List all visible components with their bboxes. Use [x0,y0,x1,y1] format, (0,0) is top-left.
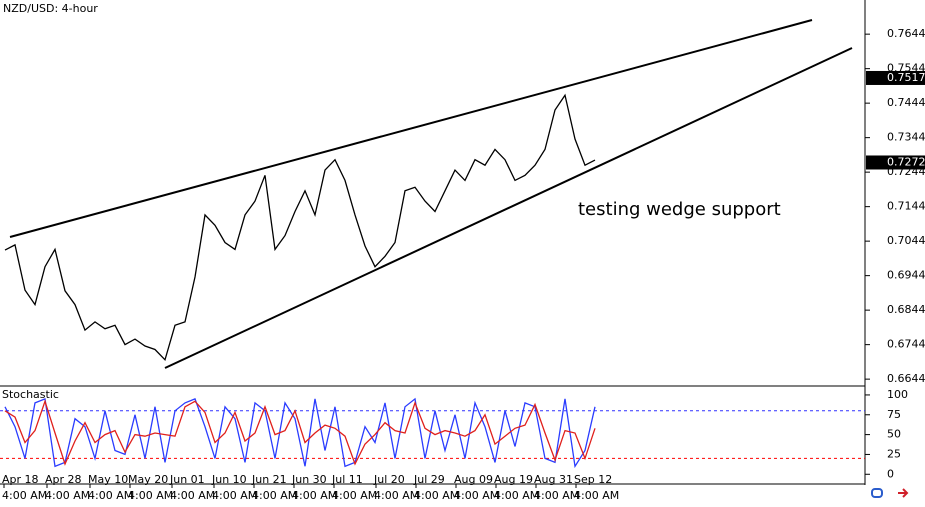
y-tick-label: 0.6944 [887,269,925,282]
x-tick-time: 4:00 AM [374,489,419,502]
x-tick-time: 4:00 AM [2,489,47,502]
y-tick-label: 0.7344 [887,131,925,144]
x-tick-time: 4:00 AM [88,489,133,502]
series-line [4,93,596,362]
trendline [9,19,813,238]
toolbar-icons[interactable] [871,488,909,498]
y-tick-label: 25 [887,447,901,460]
series-line [4,399,596,466]
x-tick-label: Jul 11 [331,473,363,486]
x-tick-time: 4:00 AM [252,489,297,502]
y-tick-label: 100 [887,388,908,401]
chart-title: NZD/USD: 4-hour [3,2,98,15]
x-tick-label: Aug 09 [454,473,493,486]
trendline [164,47,853,369]
x-tick-label: May 20 [128,473,168,486]
x-tick-time: 4:00 AM [128,489,173,502]
x-tick-label: Jun 30 [291,473,327,486]
y-tick-label: 75 [887,408,901,421]
x-tick-time: 4:00 AM [45,489,90,502]
x-tick-time: 4:00 AM [454,489,499,502]
y-tick-label: 0.6744 [887,338,925,351]
x-tick-label: Jul 29 [413,473,445,486]
x-tick-time: 4:00 AM [534,489,579,502]
y-tick-label: 0.6844 [887,303,925,316]
x-tick-label: Jun 01 [169,473,205,486]
link-icon[interactable] [871,488,883,498]
series-line [4,397,596,469]
x-tick-time: 4:00 AM [292,489,337,502]
y-tick-label: 0 [887,467,894,480]
x-tick-label: Jun 10 [211,473,247,486]
price-marker [866,70,925,85]
x-tick-time: 4:00 AM [170,489,215,502]
x-tick-label: Aug 19 [494,473,533,486]
title-box [0,388,58,402]
x-tick-time: 4:00 AM [494,489,539,502]
annotation: testing wedge support [578,199,781,220]
arrow-icon[interactable] [898,488,909,498]
x-tick-label: Aug 31 [534,473,573,486]
x-tick-label: May 10 [88,473,128,486]
x-tick-label: Apr 18 [2,473,39,486]
x-tick-label: Apr 28 [45,473,82,486]
x-tick-label: Sep 12 [574,473,612,486]
title-box [0,1,98,16]
x-tick-label: Jul 20 [373,473,405,486]
x-tick-label: Jun 21 [251,473,287,486]
price-marker-label: 0.7517 [887,71,925,84]
price-marker [866,155,925,170]
y-tick-label: 0.7444 [887,96,925,109]
x-tick-time: 4:00 AM [332,489,377,502]
y-tick-label: 0.7144 [887,200,925,213]
x-tick-time: 4:00 AM [414,489,459,502]
x-tick-time: 4:00 AM [212,489,257,502]
y-tick-label: 0.7044 [887,234,925,247]
x-tick-time: 4:00 AM [574,489,619,502]
indicator-title: Stochastic [2,388,59,401]
price-marker-label: 0.7272 [887,155,925,168]
y-tick-label: 0.7644 [887,27,925,40]
y-tick-label: 0.6644 [887,372,925,385]
y-tick-label: 50 [887,428,901,441]
